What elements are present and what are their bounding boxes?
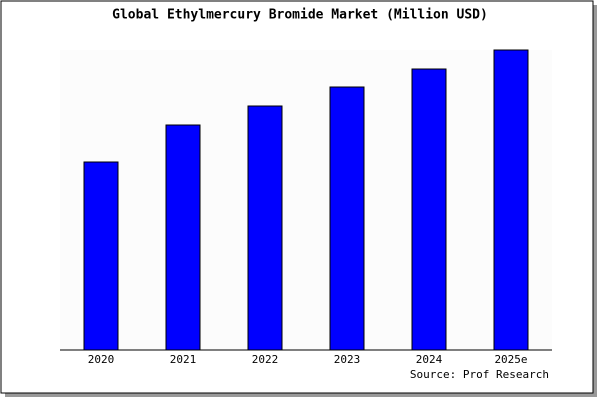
x-tick-label: 2020 [88, 353, 115, 366]
plot-area [60, 50, 552, 350]
chart-title: Global Ethylmercury Bromide Market (Mill… [112, 8, 488, 23]
bar [247, 105, 283, 351]
bar [165, 124, 201, 351]
bar [83, 161, 119, 351]
x-tick-label: 2024 [416, 353, 443, 366]
bar [411, 68, 447, 351]
x-tick-label: 2025e [494, 353, 527, 366]
x-tick-label: 2023 [334, 353, 361, 366]
x-tick-label: 2021 [170, 353, 197, 366]
source-note: Source: Prof Research [410, 368, 549, 381]
bar [329, 86, 365, 351]
x-tick-label: 2022 [252, 353, 279, 366]
bar [493, 49, 529, 351]
